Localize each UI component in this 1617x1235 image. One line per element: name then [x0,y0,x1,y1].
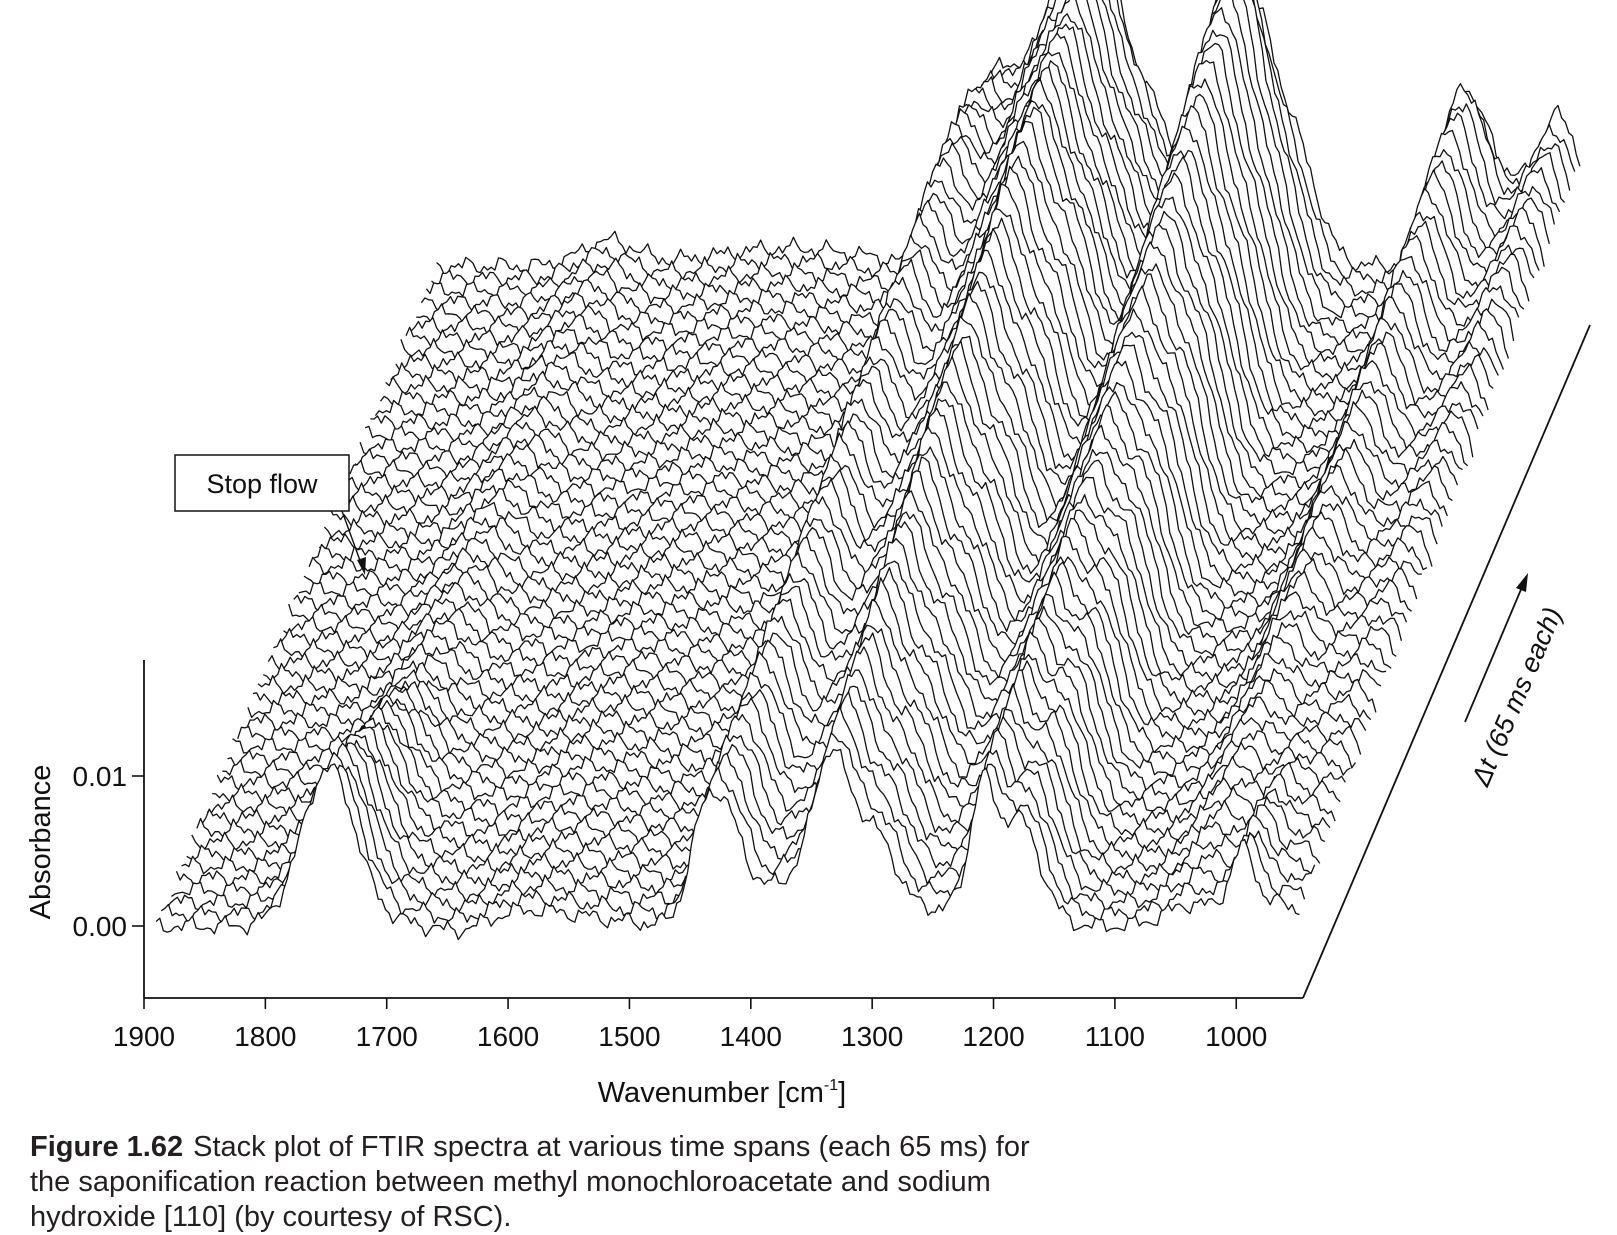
spectrum-line [400,13,1545,361]
stop-flow-label: Stop flow [206,469,318,499]
y-tick-label: 0.01 [73,761,128,792]
x-ticks: 1900 1800 1700 1600 1500 1400 1300 1200 1100 1000 [113,998,1267,1052]
spectrum-line [359,106,1505,456]
spectrum-line [385,51,1530,395]
x-tick-label: 1700 [356,1021,418,1052]
spectrum-line [267,398,1412,671]
spectrum-line [232,511,1377,756]
spectrum-line [420,0,1566,313]
spectrum-line [405,0,1550,349]
depth-axis-arrowhead [1516,573,1528,592]
spectrum-line [242,470,1387,732]
depth-axis-line [1302,324,1591,999]
stop-flow-box [174,454,350,512]
spectrum-line [308,271,1453,575]
spectrum-line [370,78,1515,432]
spectrum-line [201,598,1346,827]
spectrum-line [395,23,1540,371]
spectrum-line [293,315,1438,612]
x-tick-label: 1500 [598,1021,660,1052]
depth-axis-arrow [1464,579,1526,723]
spectrum-line [237,490,1382,745]
spectrum-line [273,381,1418,661]
x-tick-label: 1300 [841,1021,903,1052]
spectrum-line [252,446,1397,707]
x-tick-label: 1800 [234,1021,296,1052]
depth-axis-label: Δt (65 ms each) [1465,603,1568,791]
spectrum-line [379,60,1525,407]
spectrum-line [334,183,1479,516]
spectrum-line [431,0,1576,289]
spectrum-line [323,217,1469,539]
spectrum-line [222,537,1367,781]
spectra-series-group [155,0,1581,1006]
spectrum-line [344,155,1489,492]
spectrum-line [171,691,1316,903]
x-tick-label: 1100 [1085,1021,1145,1052]
spectrum-line [216,560,1362,792]
spectrum-line [288,335,1433,625]
x-axis-label-suffix: ] [838,1077,846,1109]
spectrum-line [298,292,1443,601]
y-tick-label: 0.00 [73,911,128,942]
stop-flow-arrowhead [357,557,366,575]
x-tick-label: 1400 [720,1021,782,1052]
spectrum-line [181,669,1326,877]
spectrum-line [155,748,1300,941]
x-tick-label: 1000 [1205,1021,1267,1052]
y-ticks: 0.00 0.01 [73,761,144,942]
x-tick-label: 1200 [962,1021,1024,1052]
x-tick-label: 1900 [113,1021,175,1052]
stop-flow-arrow [341,510,363,567]
spectrum-line [247,456,1392,719]
spectrum-line [175,685,1321,888]
spectrum-line [349,140,1494,482]
spectrum-line [277,355,1422,649]
spectrum-line [318,227,1463,552]
spectrum-line [212,567,1357,805]
spectrum-line [186,646,1331,863]
spectrum-line [410,0,1556,337]
spectrum-mask [156,749,1300,1006]
spectrum-line [364,100,1510,445]
figure-caption: Figure 1.62 Stack plot of FTIR spectra at… [30,1130,1050,1235]
spectrum-line [354,120,1499,469]
x-axis-label-superscript: -1 [824,1077,838,1094]
spectrum-line [196,624,1341,839]
spectrum-line [390,32,1535,383]
x-tick-label: 1600 [477,1021,539,1052]
spectrum-line [257,426,1403,695]
spectrum-line [160,732,1306,925]
spectrum-line [328,208,1474,527]
x-axis-label: Wavenumber [cm-1] [598,1077,846,1109]
stack-plot: 1900 1800 1700 1600 1500 1400 1300 1200 1100 1000… [25,0,1591,1109]
spectrum-line [206,577,1351,817]
spectrum-line [283,340,1428,637]
spectrum-line [165,706,1310,916]
figure-label: Figure 1.62 [30,1131,184,1163]
y-axis-label: Absorbance [25,765,57,920]
spectrum-line [314,249,1459,563]
